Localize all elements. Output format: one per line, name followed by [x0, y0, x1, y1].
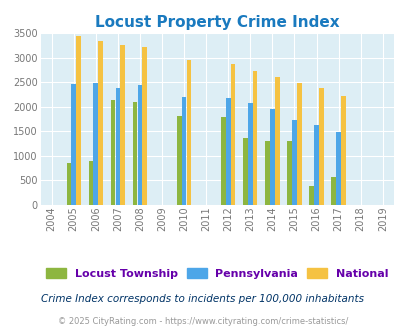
- Bar: [230, 64, 235, 205]
- Bar: [142, 47, 147, 205]
- Bar: [330, 177, 335, 205]
- Text: © 2025 CityRating.com - https://www.cityrating.com/crime-statistics/: © 2025 CityRating.com - https://www.city…: [58, 317, 347, 326]
- Bar: [137, 85, 142, 205]
- Bar: [132, 102, 137, 205]
- Bar: [221, 117, 225, 205]
- Bar: [296, 83, 301, 205]
- Bar: [340, 96, 345, 205]
- Bar: [309, 186, 313, 205]
- Bar: [287, 141, 291, 205]
- Bar: [88, 161, 93, 205]
- Bar: [98, 41, 103, 205]
- Bar: [120, 45, 125, 205]
- Bar: [335, 132, 340, 205]
- Bar: [264, 141, 269, 205]
- Bar: [247, 103, 252, 205]
- Bar: [318, 88, 323, 205]
- Bar: [186, 60, 191, 205]
- Bar: [252, 71, 257, 205]
- Legend: Locust Township, Pennsylvania, National: Locust Township, Pennsylvania, National: [43, 265, 391, 282]
- Text: Crime Index corresponds to incidents per 100,000 inhabitants: Crime Index corresponds to incidents per…: [41, 294, 364, 304]
- Title: Locust Property Crime Index: Locust Property Crime Index: [95, 16, 339, 30]
- Bar: [269, 110, 274, 205]
- Bar: [177, 116, 181, 205]
- Bar: [274, 77, 279, 205]
- Bar: [93, 83, 98, 205]
- Bar: [292, 120, 296, 205]
- Bar: [313, 125, 318, 205]
- Bar: [243, 138, 247, 205]
- Bar: [181, 97, 186, 205]
- Bar: [111, 100, 115, 205]
- Bar: [76, 36, 81, 205]
- Bar: [66, 163, 71, 205]
- Bar: [115, 88, 120, 205]
- Bar: [71, 84, 76, 205]
- Bar: [226, 98, 230, 205]
